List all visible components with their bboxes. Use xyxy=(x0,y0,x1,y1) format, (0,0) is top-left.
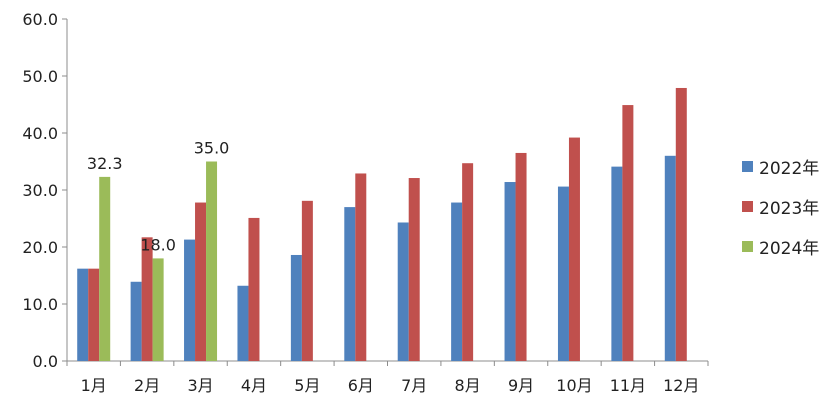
axes: 0.0 10.0 20.0 30.0 40.0 50.0 60.0 1月 2月 3月 4月 5月 6月 7… xyxy=(22,10,709,395)
bar-2022年-7月 xyxy=(397,222,409,361)
bar-2022年-9月 xyxy=(504,182,516,361)
bar-2022年-6月 xyxy=(344,207,356,361)
bar-2022年-1月 xyxy=(77,268,89,361)
labels: 32.3 18.0 35.0 xyxy=(87,139,229,255)
bar-2024年-3月 xyxy=(206,161,218,361)
legend-item-2024: 2024年 xyxy=(742,226,819,266)
data-label: 35.0 xyxy=(194,139,230,158)
x-tick-label: 1月 xyxy=(81,376,107,395)
x-tick-label: 3月 xyxy=(187,376,213,395)
bar-2023年-11月 xyxy=(622,105,634,361)
y-tick-label: 60.0 xyxy=(22,10,58,29)
bar-2024年-2月 xyxy=(152,258,164,361)
y-tick-label: 40.0 xyxy=(22,124,58,143)
legend: 2022年 2023年 2024年 xyxy=(742,146,819,266)
x-tick-label: 10月 xyxy=(556,376,592,395)
x-tick-label: 4月 xyxy=(241,376,267,395)
x-tick-label: 8月 xyxy=(455,376,481,395)
bar-2022年-8月 xyxy=(451,202,463,361)
bars xyxy=(77,87,687,361)
x-tick-label: 2月 xyxy=(134,376,160,395)
x-tick-label: 12月 xyxy=(663,376,699,395)
bar-2022年-10月 xyxy=(557,186,569,361)
bar-2022年-2月 xyxy=(130,281,142,361)
y-tick-label: 30.0 xyxy=(22,181,58,200)
legend-swatch xyxy=(742,160,753,172)
bar-2022年-5月 xyxy=(290,254,302,361)
x-tick-label: 5月 xyxy=(294,376,320,395)
bar-2022年-3月 xyxy=(184,239,196,361)
bar-2023年-8月 xyxy=(462,163,474,361)
data-label: 32.3 xyxy=(87,154,123,173)
data-label: 18.0 xyxy=(140,235,176,254)
bar-2024年-1月 xyxy=(99,176,111,361)
bar-2023年-10月 xyxy=(568,137,580,361)
bar-2023年-12月 xyxy=(675,87,687,361)
y-tick-label: 10.0 xyxy=(22,295,58,314)
y-tick-label: 50.0 xyxy=(22,67,58,86)
legend-label: 2024年 xyxy=(759,238,820,259)
bar-2023年-5月 xyxy=(301,200,313,361)
x-tick-label: 6月 xyxy=(348,376,374,395)
bar-2023年-9月 xyxy=(515,152,527,361)
legend-swatch xyxy=(742,240,753,252)
y-tick-label: 20.0 xyxy=(22,238,58,257)
x-tick-label: 9月 xyxy=(508,376,534,395)
x-tick-label: 7月 xyxy=(401,376,427,395)
x-tick-label: 11月 xyxy=(610,376,646,395)
bar-2023年-1月 xyxy=(88,268,100,361)
legend-item-2023: 2023年 xyxy=(742,186,819,226)
y-tick-label: 0.0 xyxy=(33,352,58,371)
bar-2023年-6月 xyxy=(355,173,367,361)
legend-swatch xyxy=(742,200,753,212)
bar-2022年-11月 xyxy=(611,166,623,361)
bar-2023年-4月 xyxy=(248,217,260,361)
bar-2023年-7月 xyxy=(408,178,420,361)
bar-2023年-3月 xyxy=(195,202,207,361)
bar-2022年-4月 xyxy=(237,285,249,361)
legend-label: 2022年 xyxy=(759,158,820,179)
bar-2022年-12月 xyxy=(664,155,676,361)
legend-label: 2023年 xyxy=(759,198,820,219)
legend-item-2022: 2022年 xyxy=(742,146,819,186)
bar-2023年-2月 xyxy=(141,237,153,361)
